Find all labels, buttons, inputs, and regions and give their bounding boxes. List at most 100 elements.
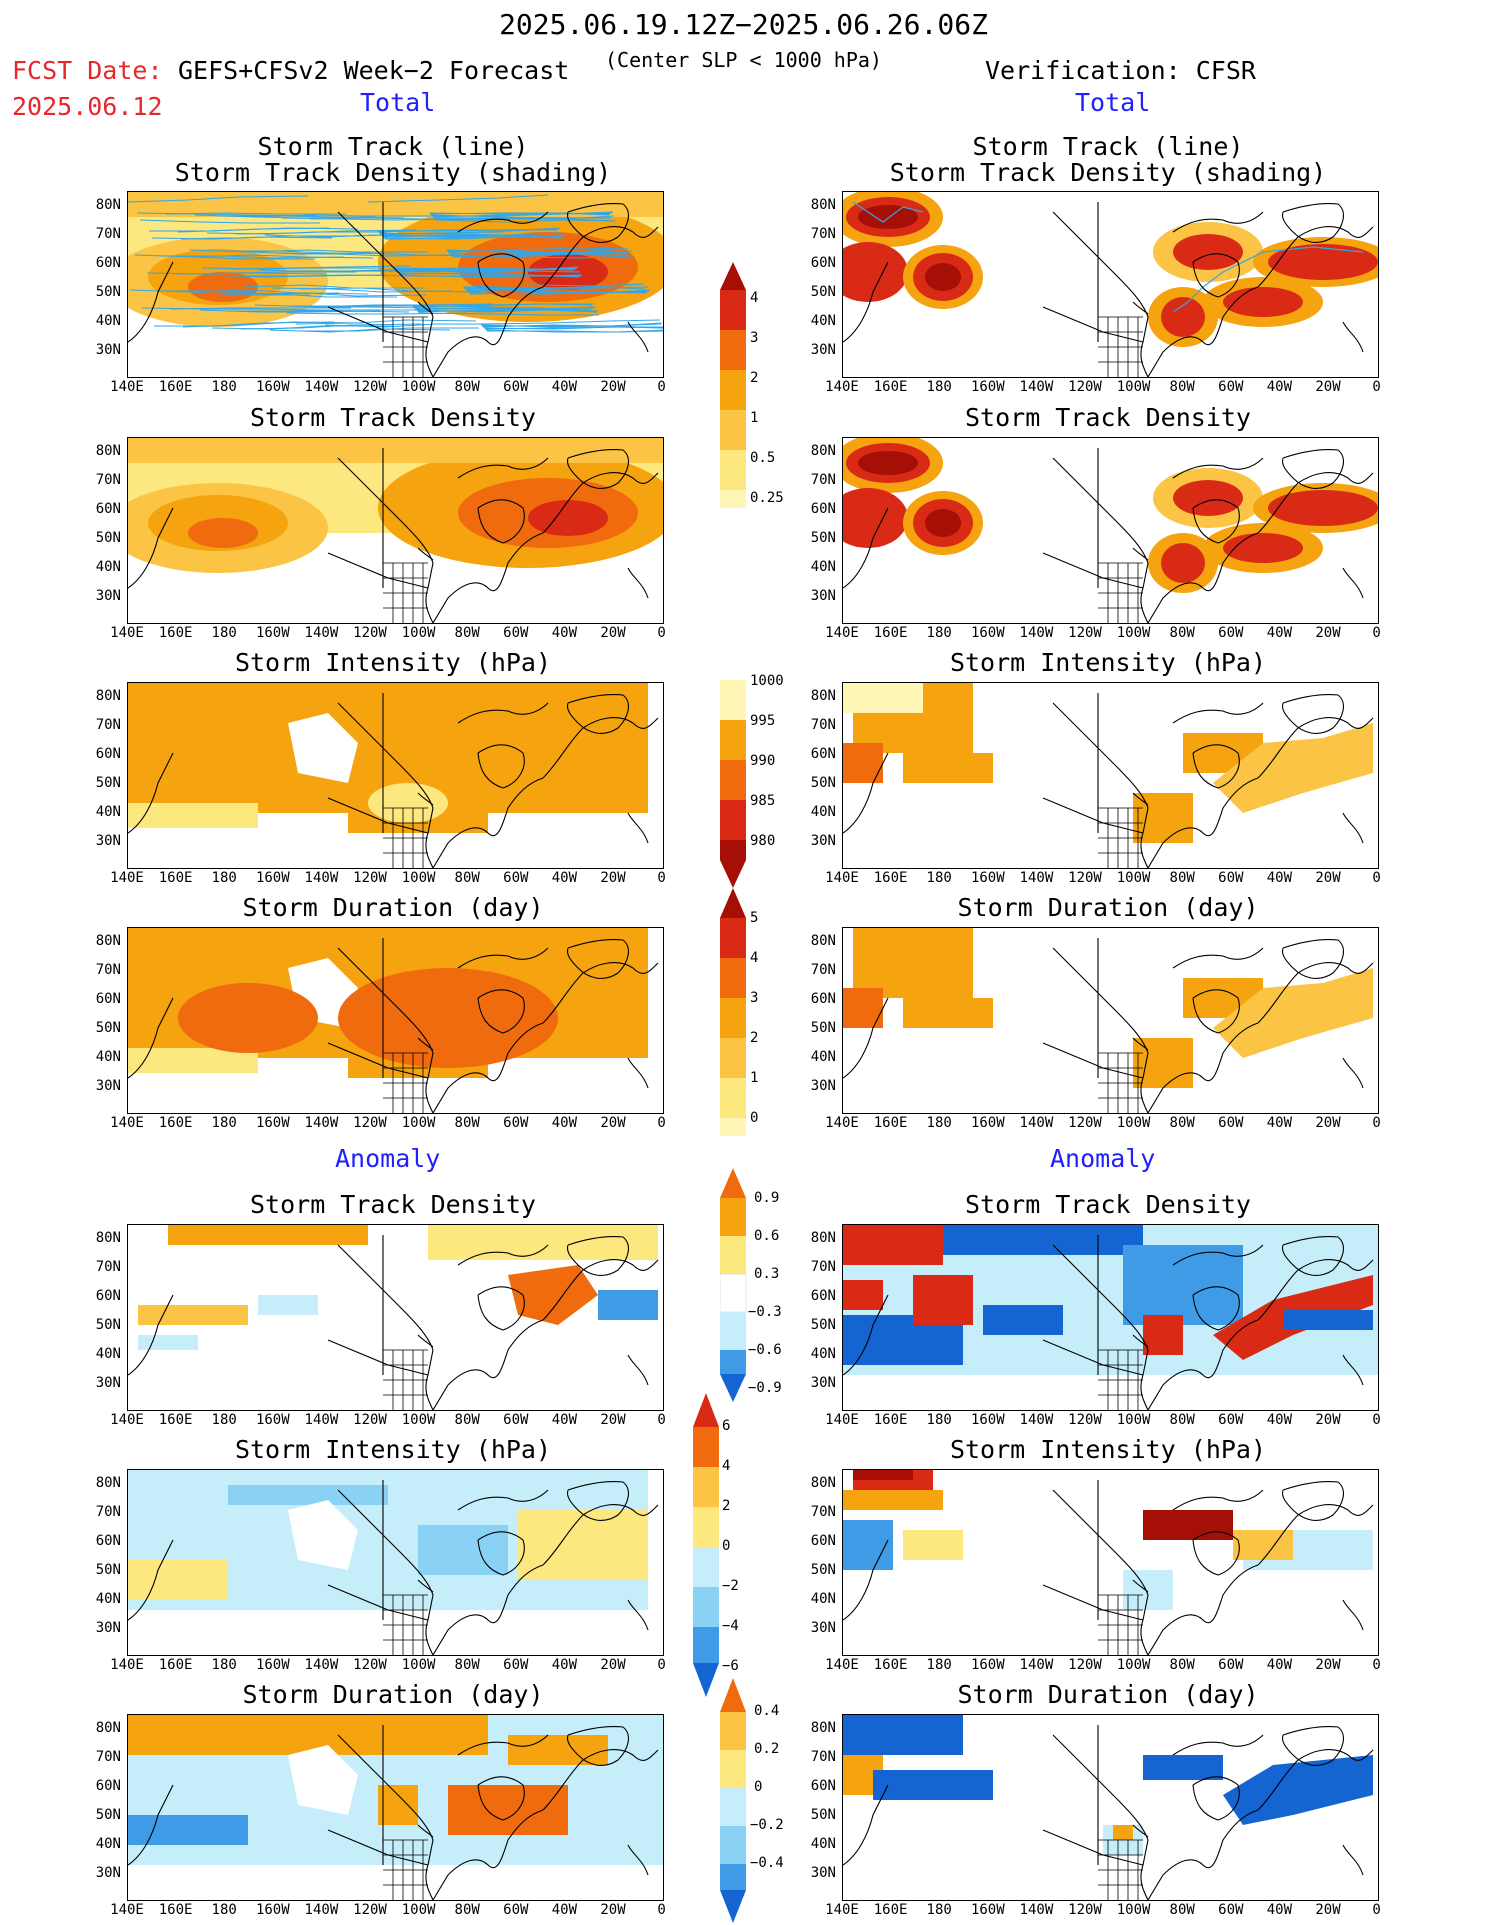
lon-tick-label: 80W (454, 625, 480, 641)
title-density-left: Storm Track Density (250, 403, 536, 432)
lon-tick-label: 120W (353, 1902, 387, 1918)
map-anom-duration-fcst (127, 1714, 664, 1901)
lon-tick-label: 120W (353, 1115, 387, 1131)
lon-tick-label: 140W (1019, 1115, 1054, 1131)
date-range-title: 2025.06.19.12Z−2025.06.26.06Z (499, 8, 988, 41)
lon-tick-label: 60W (503, 870, 529, 886)
lon-tick-label: 80W (454, 870, 480, 886)
lat-tick-label: 60N (810, 501, 836, 517)
lat-tick-label: 60N (810, 1533, 836, 1549)
lon-tick-label: 20W (1315, 625, 1341, 641)
map-anom-duration-obs (842, 1714, 1379, 1901)
lon-tick-label: 80W (454, 1657, 480, 1673)
lon-tick-label: 160E (158, 379, 193, 395)
title-intensity-right: Storm Intensity (hPa) (949, 648, 1267, 677)
title-anom-density-left: Storm Track Density (250, 1190, 536, 1219)
title-track-shading-left: Storm Track Density (shading) (174, 158, 612, 187)
section-total-left: Total (360, 88, 436, 117)
cb-density-anom-label: −0.9 (748, 1380, 782, 1396)
lon-tick-label: 180 (926, 1412, 952, 1428)
model-label: GEFS+CFSv2 Week−2 Forecast (178, 56, 570, 85)
lon-tick-label: 140W (304, 1657, 339, 1673)
section-anomaly-left: Anomaly (335, 1144, 441, 1173)
lon-tick-label: 20W (600, 379, 626, 395)
lat-tick-label: 50N (95, 1317, 121, 1333)
lon-tick-label: 140W (1019, 625, 1054, 641)
lon-tick-label: 180 (211, 625, 237, 641)
cb-intensity-anom-label: −6 (722, 1658, 739, 1674)
lon-tick-label: 100W (401, 870, 436, 886)
lon-tick-label: 40W (551, 625, 578, 641)
lon-tick-label: 160E (873, 1115, 908, 1131)
lon-tick-label: 40W (1266, 1115, 1293, 1131)
lat-tick-label: 80N (810, 1475, 836, 1491)
lon-tick-label: 180 (926, 379, 952, 395)
map-total-track-fcst (127, 191, 664, 378)
lon-tick-label: 160E (873, 1657, 908, 1673)
lon-tick-label: 40W (1266, 1902, 1293, 1918)
lon-tick-label: 60W (503, 1115, 529, 1131)
lon-tick-label: 140E (825, 1902, 859, 1918)
lon-tick-label: 180 (926, 1115, 952, 1131)
lon-tick-label: 140E (110, 1412, 144, 1428)
lon-tick-label: 140W (304, 1902, 339, 1918)
lon-tick-label: 160W (255, 1657, 290, 1673)
lon-tick-label: 140W (1019, 1412, 1054, 1428)
lon-tick-label: 120W (1068, 1902, 1102, 1918)
lon-tick-label: 40W (551, 1902, 578, 1918)
cb-intensity-anom-label: 4 (722, 1458, 731, 1474)
lon-tick-label: 100W (1116, 1657, 1151, 1673)
lon-tick-label: 160E (873, 870, 908, 886)
lat-tick-label: 30N (810, 1865, 836, 1881)
title-track-shading-right: Storm Track Density (shading) (889, 158, 1327, 187)
lat-tick-label: 30N (95, 588, 121, 604)
lon-tick-label: 160W (255, 1902, 290, 1918)
cb-duration-total-label: 4 (750, 950, 759, 966)
lon-tick-label: 80W (454, 1902, 480, 1918)
lat-tick-label: 40N (810, 559, 836, 575)
lon-tick-label: 140E (825, 1115, 859, 1131)
cb-duration-total-label: 1 (750, 1070, 759, 1086)
lat-tick-label: 30N (810, 342, 836, 358)
map-total-intensity-obs (842, 682, 1379, 869)
lon-tick-label: 40W (1266, 1412, 1293, 1428)
lat-tick-label: 40N (95, 1836, 121, 1852)
lon-tick-label: 100W (1116, 1902, 1151, 1918)
lat-tick-label: 50N (95, 1562, 121, 1578)
cb-intensity-total-label: 990 (750, 753, 776, 769)
lat-tick-label: 30N (95, 833, 121, 849)
lon-tick-label: 80W (454, 379, 480, 395)
colorbar-intensity-total (720, 680, 746, 888)
lat-tick-label: 70N (95, 1749, 121, 1765)
lon-tick-label: 140E (110, 870, 144, 886)
lon-tick-label: 160E (158, 1412, 193, 1428)
lon-tick-label: 60W (503, 379, 529, 395)
lon-tick-label: 60W (503, 1412, 529, 1428)
cb-density-anom-label: 0.3 (754, 1266, 780, 1282)
lon-tick-label: 40W (551, 870, 578, 886)
lon-tick-label: 100W (401, 379, 436, 395)
lon-tick-label: 40W (551, 1115, 578, 1131)
lat-tick-label: 30N (95, 1865, 121, 1881)
lon-tick-label: 140E (110, 1115, 144, 1131)
lon-tick-label: 120W (353, 625, 387, 641)
lat-tick-label: 40N (95, 559, 121, 575)
lon-tick-label: 80W (1169, 870, 1195, 886)
cb-intensity-total-label: 980 (750, 833, 776, 849)
lat-tick-label: 70N (95, 1259, 121, 1275)
lon-tick-label: 60W (1218, 870, 1244, 886)
lat-tick-label: 50N (810, 1807, 836, 1823)
lat-tick-label: 70N (810, 1259, 836, 1275)
lon-tick-label: 160W (970, 1115, 1005, 1131)
lat-tick-label: 80N (95, 1720, 121, 1736)
cb-duration-anom-label: −0.4 (750, 1855, 784, 1871)
lon-tick-label: 160W (970, 870, 1005, 886)
fcst-date-label: FCST Date: (12, 56, 163, 85)
title-anom-intensity-right: Storm Intensity (hPa) (949, 1435, 1267, 1464)
cb-density-anom-label: −0.3 (748, 1304, 782, 1320)
lat-tick-label: 60N (95, 255, 121, 271)
lon-tick-label: 20W (600, 1115, 626, 1131)
lon-tick-label: 0 (657, 625, 666, 641)
colorbar-duration-anom (720, 1678, 746, 1923)
lon-tick-label: 160W (970, 379, 1005, 395)
